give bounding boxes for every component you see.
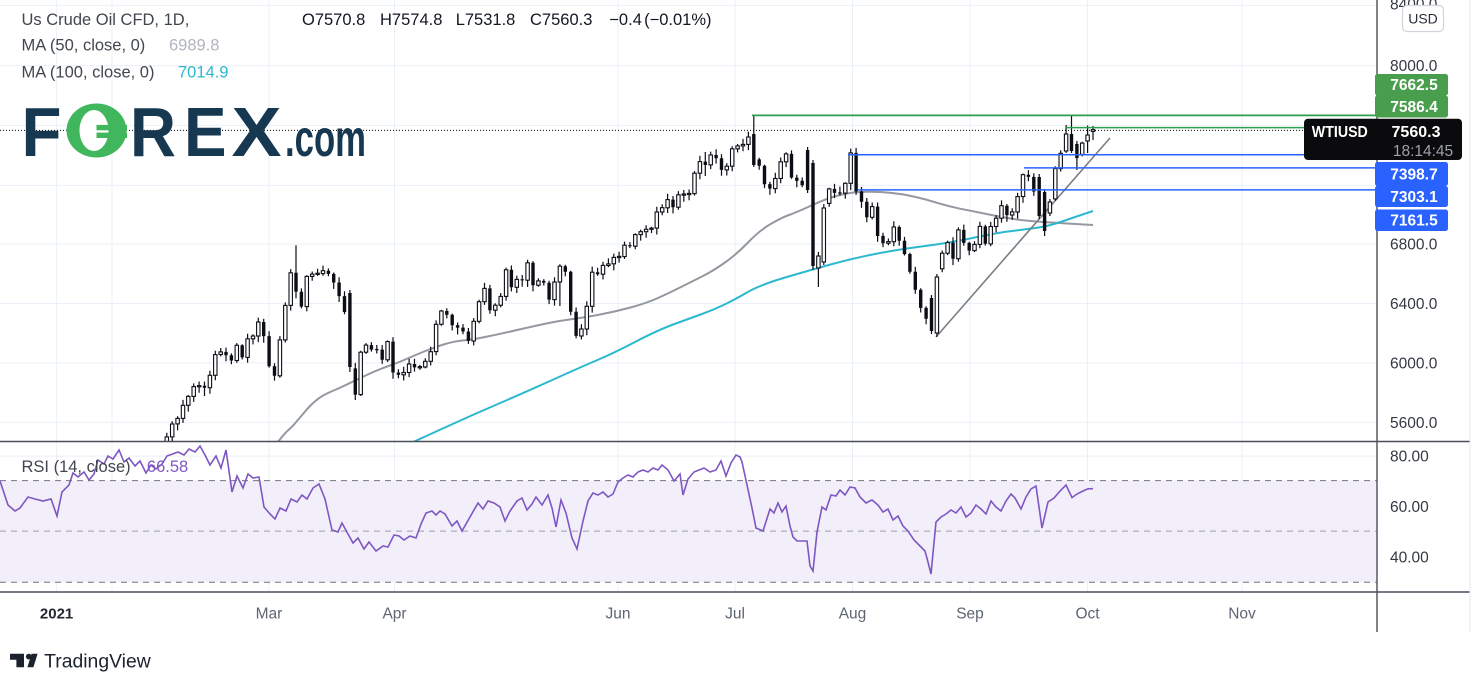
svg-text:R: R	[130, 93, 176, 171]
svg-text:7161.5: 7161.5	[1390, 213, 1438, 230]
svg-text:5600.0: 5600.0	[1390, 415, 1438, 432]
svg-text:RSI (14, close): RSI (14, close)	[22, 458, 131, 476]
svg-text:6800.0: 6800.0	[1390, 236, 1438, 253]
svg-text:66.58: 66.58	[147, 458, 188, 476]
svg-text:WTIUSD: WTIUSD	[1312, 124, 1368, 141]
svg-text:8000.0: 8000.0	[1390, 58, 1438, 75]
svg-text:7662.5: 7662.5	[1390, 77, 1438, 94]
svg-text:80.00: 80.00	[1390, 449, 1429, 466]
svg-text:Jun: Jun	[606, 606, 631, 623]
svg-text:USD: USD	[1408, 11, 1438, 27]
svg-text:Mar: Mar	[256, 606, 283, 623]
svg-text:X: X	[232, 93, 282, 171]
svg-text:6400.0: 6400.0	[1390, 296, 1438, 313]
svg-text:Sep: Sep	[956, 606, 984, 623]
svg-text:7014.9: 7014.9	[178, 64, 228, 82]
svg-text:Aug: Aug	[839, 606, 867, 623]
svg-text:Us Crude Oil CFD, 1D,: Us Crude Oil CFD, 1D,	[22, 11, 190, 29]
svg-text:6989.8: 6989.8	[169, 36, 219, 54]
svg-text:.com: .com	[285, 110, 366, 168]
svg-text:7586.4: 7586.4	[1390, 99, 1438, 116]
svg-text:7303.1: 7303.1	[1390, 189, 1438, 206]
svg-text:MA (100, close, 0): MA (100, close, 0)	[22, 64, 155, 82]
svg-text:TradingView: TradingView	[44, 652, 151, 673]
svg-text:6000.0: 6000.0	[1390, 355, 1438, 372]
svg-text:Jul: Jul	[725, 606, 745, 623]
svg-text:MA (50, close, 0): MA (50, close, 0)	[22, 36, 146, 54]
svg-text:2021: 2021	[40, 606, 73, 623]
svg-text:40.00: 40.00	[1390, 550, 1429, 567]
svg-text:7560.3: 7560.3	[1392, 124, 1441, 141]
svg-text:7398.7: 7398.7	[1390, 166, 1437, 183]
svg-text:60.00: 60.00	[1390, 499, 1429, 516]
svg-text:18:14:45: 18:14:45	[1393, 143, 1453, 160]
svg-text:Oct: Oct	[1075, 606, 1100, 623]
svg-text:Apr: Apr	[382, 606, 406, 623]
svg-text:Nov: Nov	[1228, 606, 1256, 623]
svg-text:E: E	[184, 93, 227, 171]
svg-text:F: F	[22, 93, 62, 171]
